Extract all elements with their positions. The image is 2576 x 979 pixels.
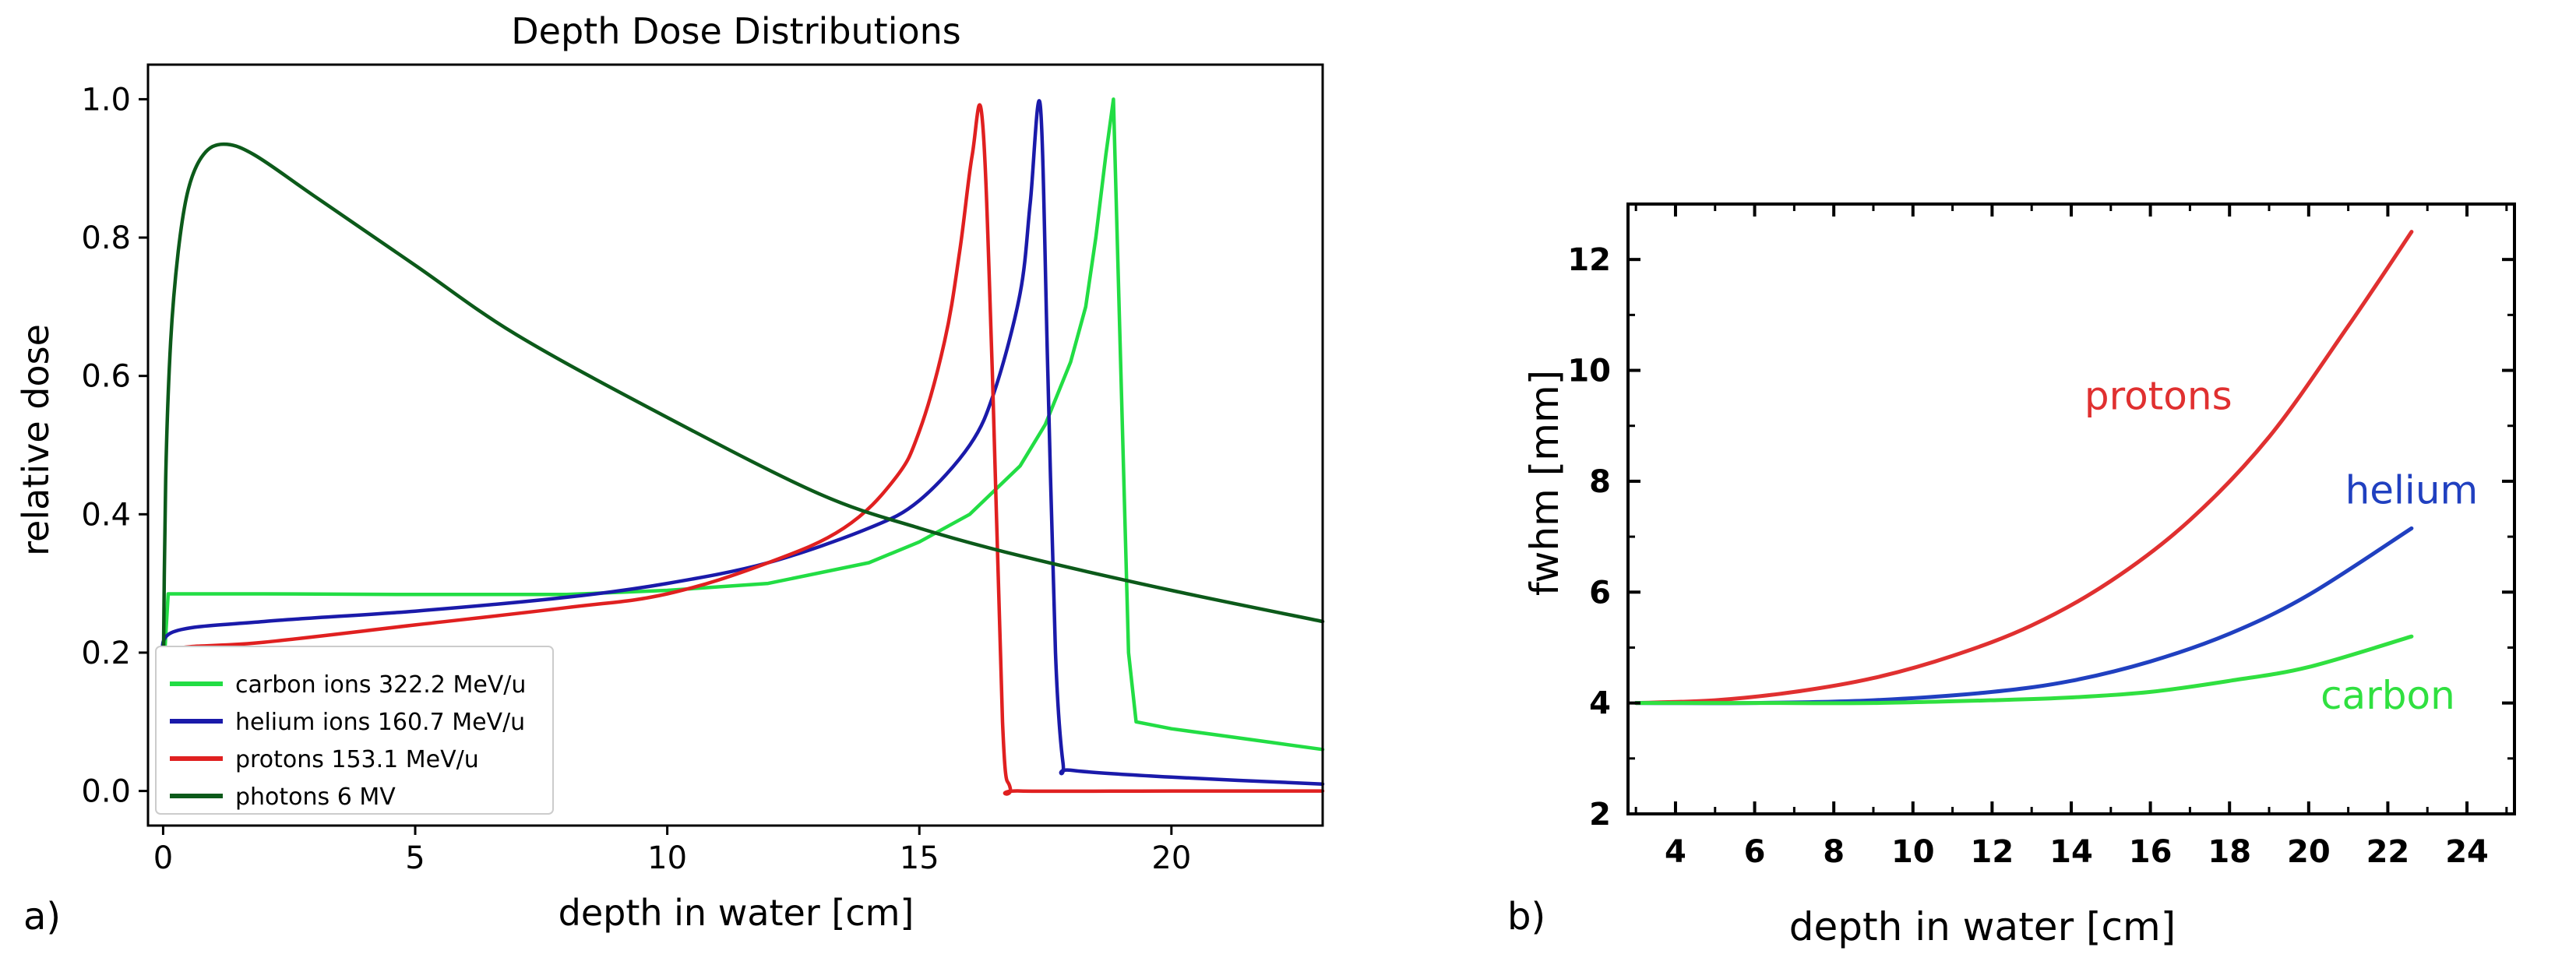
chart-b-annotation-helium: helium [2345, 467, 2479, 512]
chart-a-y-tick-label: 1.0 [81, 82, 131, 118]
chart-b-x-tick-label: 22 [2366, 834, 2410, 870]
chart-b-annotation-carbon: carbon [2321, 673, 2455, 718]
chart-b-series-line-carbon [1633, 634, 2414, 706]
chart-a-y-tick-label: 0.0 [81, 774, 131, 810]
chart-b-x-tick-label: 6 [1744, 834, 1766, 870]
chart-a-plot-area [146, 63, 1325, 827]
chart-a-y-tick-label: 0.2 [81, 636, 131, 671]
chart-a-series-line-2 [160, 99, 1325, 786]
chart-b-y-ticks: 2 4 6 8 10 12 [1567, 202, 2514, 833]
chart-b-annotations: protons helium carbon [2084, 373, 2478, 717]
chart-a-x-tick-label: 0 [153, 840, 173, 876]
chart-a-legend-label: carbon ions 322.2 MeV/u [235, 671, 526, 699]
chart-a-y-tick-label: 0.4 [81, 497, 131, 533]
chart-b-x-tick-label: 4 [1665, 834, 1686, 870]
chart-a-y-ticks: 0.0 0.2 0.4 0.6 0.8 1.0 [81, 82, 148, 810]
chart-b-x-tick-label: 18 [2208, 834, 2251, 870]
chart-a-legend: carbon ions 322.2 MeV/u helium ions 160.7… [155, 646, 554, 815]
chart-b-x-tick-label: 24 [2445, 834, 2489, 870]
chart-b-y-axis-label: fwhm [mm] [1522, 370, 1567, 596]
chart-a-y-tick-label: 0.6 [81, 359, 131, 395]
chart-b-series-line-helium [1633, 526, 2414, 706]
chart-a-legend-label: photons 6 MV [235, 784, 396, 811]
chart-b-y-tick-label: 4 [1589, 686, 1611, 722]
chart-b-x-tick-label: 16 [2129, 834, 2173, 870]
chart-a-legend-label: protons 153.1 MeV/u [235, 746, 479, 773]
chart-a-title: Depth Dose Distributions [511, 10, 961, 52]
chart-a-y-axis-label: relative dose [15, 324, 57, 556]
panel-b-label: b) [1507, 895, 1545, 939]
chart-a-y-tick-label: 0.8 [81, 220, 131, 256]
chart-a-x-tick-label: 15 [900, 840, 939, 876]
chart-a-x-axis-label: depth in water [cm] [559, 892, 914, 934]
chart-b-annotation-protons: protons [2084, 373, 2232, 418]
chart-a-series-group [160, 97, 1325, 796]
chart-b-x-tick-label: 10 [1891, 834, 1935, 870]
panel-a-depth-dose: Depth Dose Distributions 0 5 10 15 20 0.0 0.2… [15, 10, 1325, 939]
chart-b-x-tick-label: 12 [1971, 834, 2014, 870]
chart-a-x-tick-label: 10 [647, 840, 687, 876]
chart-b-x-axis-label: depth in water [cm] [1789, 904, 2176, 949]
chart-a-legend-items: carbon ions 322.2 MeV/u helium ions 160.7… [170, 671, 526, 811]
chart-a-x-tick-label: 20 [1151, 840, 1191, 876]
chart-b-x-tick-label: 20 [2287, 834, 2331, 870]
chart-b-y-tick-label: 8 [1589, 464, 1611, 500]
chart-b-x-tick-label: 8 [1823, 834, 1845, 870]
chart-a-x-tick-label: 5 [405, 840, 425, 876]
chart-a-legend-label: helium ions 160.7 MeV/u [235, 709, 525, 736]
chart-b-y-tick-label: 12 [1567, 242, 1611, 278]
chart-b-y-tick-label: 10 [1567, 354, 1611, 389]
chart-a-series-line-1 [161, 97, 1325, 752]
chart-a-x-ticks: 0 5 10 15 20 [153, 826, 1191, 876]
chart-a-series-line-4 [161, 142, 1325, 696]
panel-a-label: a) [23, 895, 61, 939]
chart-b-x-ticks: 4 6 8 10 12 14 16 18 20 22 24 [1634, 204, 2508, 870]
chart-a-series-line-3 [160, 103, 1325, 796]
chart-a-axes-frame [146, 63, 1324, 827]
chart-b-series-group [1633, 230, 2414, 706]
chart-b-x-tick-label: 14 [2049, 834, 2093, 870]
chart-b-y-tick-label: 2 [1589, 797, 1611, 833]
chart-b-y-tick-label: 6 [1589, 575, 1611, 611]
chart-b-series-line-protons [1633, 230, 2414, 706]
chart-a-legend-box [155, 646, 554, 815]
